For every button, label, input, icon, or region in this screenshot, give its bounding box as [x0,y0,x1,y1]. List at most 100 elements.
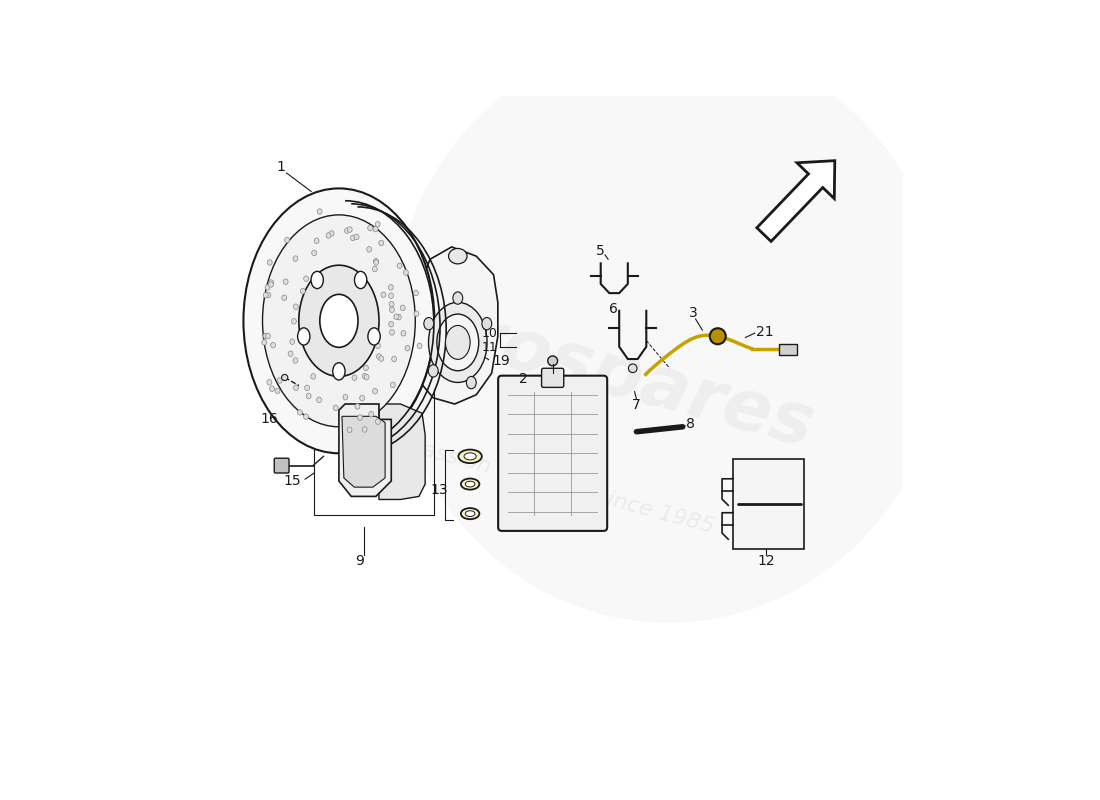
Ellipse shape [404,270,408,275]
Ellipse shape [397,263,401,269]
Ellipse shape [396,314,402,320]
Ellipse shape [375,222,381,227]
Ellipse shape [373,258,378,264]
Ellipse shape [363,365,368,370]
Ellipse shape [263,293,268,298]
Ellipse shape [373,226,378,232]
Ellipse shape [320,294,358,347]
Ellipse shape [294,304,298,310]
Ellipse shape [317,397,321,402]
Ellipse shape [414,290,418,296]
Text: 8: 8 [685,418,694,431]
Ellipse shape [285,238,289,243]
Text: 12: 12 [757,554,774,568]
Ellipse shape [392,38,946,622]
Ellipse shape [400,305,405,310]
Text: 5: 5 [596,244,605,258]
Ellipse shape [368,411,374,417]
Ellipse shape [300,289,306,294]
Ellipse shape [317,209,322,214]
Circle shape [628,364,637,373]
Text: 2: 2 [519,372,528,386]
Ellipse shape [374,260,378,266]
Ellipse shape [348,427,352,433]
Ellipse shape [461,508,480,519]
Ellipse shape [453,292,463,304]
Ellipse shape [366,246,372,252]
Ellipse shape [311,271,323,289]
Ellipse shape [292,318,296,324]
Ellipse shape [362,374,367,379]
Ellipse shape [389,330,395,335]
Ellipse shape [333,405,338,410]
Ellipse shape [394,314,399,319]
Text: 19: 19 [493,354,510,368]
Ellipse shape [449,249,468,264]
Text: 13: 13 [430,483,448,498]
Ellipse shape [271,342,276,348]
Ellipse shape [378,240,384,246]
Text: 3: 3 [689,306,697,321]
Ellipse shape [381,292,386,298]
Ellipse shape [304,276,309,282]
Ellipse shape [267,379,272,385]
Ellipse shape [354,234,359,240]
Text: 21: 21 [756,325,773,339]
Text: 11: 11 [482,341,498,354]
Ellipse shape [315,238,319,243]
Ellipse shape [465,481,475,487]
Ellipse shape [348,227,352,232]
Ellipse shape [265,334,271,339]
Ellipse shape [354,271,366,289]
Text: 10: 10 [482,326,498,340]
Ellipse shape [263,333,268,338]
Ellipse shape [360,395,364,401]
Text: 1: 1 [276,160,285,174]
Ellipse shape [332,362,345,380]
Ellipse shape [375,419,381,425]
Ellipse shape [310,374,316,379]
Ellipse shape [429,302,487,382]
Ellipse shape [466,377,476,389]
Ellipse shape [343,394,348,400]
Ellipse shape [376,354,382,359]
Ellipse shape [329,230,334,236]
Ellipse shape [299,266,380,377]
Ellipse shape [358,414,363,420]
Polygon shape [411,247,498,404]
Polygon shape [757,161,835,242]
Ellipse shape [288,351,293,357]
Text: 6: 6 [609,302,618,315]
Bar [779,344,796,355]
Ellipse shape [465,510,475,517]
Ellipse shape [275,388,280,394]
Ellipse shape [352,375,358,381]
Ellipse shape [262,340,266,345]
Ellipse shape [446,326,470,359]
Circle shape [710,328,726,344]
Bar [733,459,804,549]
Ellipse shape [389,302,394,307]
Text: 9: 9 [355,554,364,568]
Ellipse shape [298,328,310,345]
Text: a passion for parts since 1985: a passion for parts since 1985 [386,431,716,538]
Ellipse shape [362,426,367,432]
Ellipse shape [464,453,476,460]
Circle shape [548,356,558,366]
Ellipse shape [306,394,311,398]
Ellipse shape [355,404,360,409]
Text: eurospares: eurospares [362,278,821,462]
Ellipse shape [428,365,438,377]
Ellipse shape [388,322,394,327]
Ellipse shape [270,386,275,391]
Ellipse shape [390,382,395,388]
Ellipse shape [305,385,309,390]
Ellipse shape [311,250,317,256]
Ellipse shape [293,256,298,262]
Ellipse shape [263,215,416,426]
Ellipse shape [437,314,478,370]
Circle shape [282,374,288,381]
Ellipse shape [459,450,482,463]
Ellipse shape [277,378,282,383]
Ellipse shape [283,279,288,285]
